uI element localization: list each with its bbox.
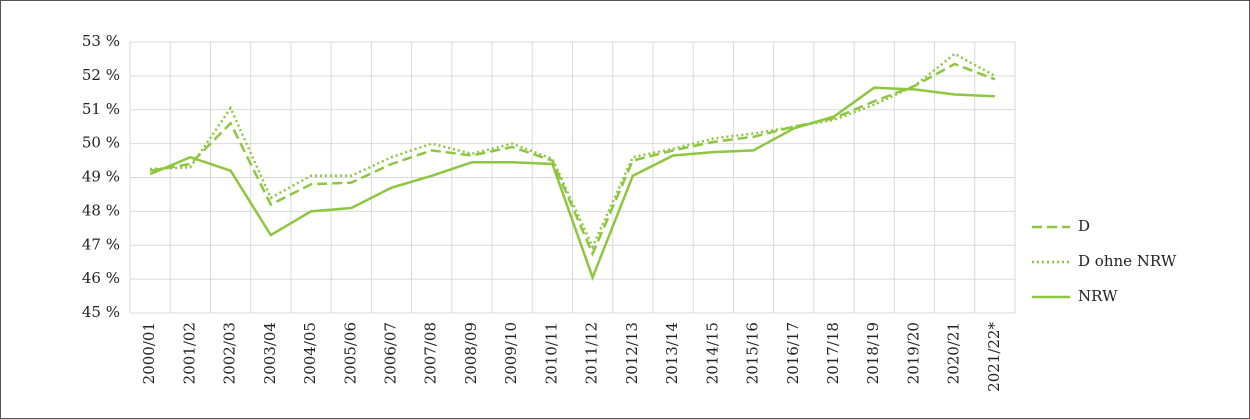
x-tick-label: 2013/14	[663, 322, 681, 384]
y-tick-label: 45 %	[82, 303, 120, 321]
y-tick-label: 50 %	[82, 134, 120, 152]
x-tick-label: 2006/07	[381, 322, 399, 384]
x-tick-label: 2019/20	[904, 322, 922, 384]
y-tick-label: 48 %	[82, 201, 120, 219]
y-tick-label: 46 %	[82, 269, 120, 287]
legend-label: D ohne NRW	[1078, 252, 1177, 270]
series-line	[150, 52, 996, 250]
x-tick-label: 2011/12	[583, 322, 601, 384]
x-tick-label: 2010/11	[542, 322, 560, 384]
legend-label: NRW	[1078, 287, 1118, 305]
x-tick-label: 2004/05	[301, 322, 319, 384]
x-tick-label: 2016/17	[784, 322, 802, 384]
x-tick-label: 2015/16	[744, 322, 762, 384]
y-tick-label: 47 %	[82, 235, 120, 253]
series-line	[149, 62, 996, 257]
x-tick-label: 2009/10	[502, 322, 520, 384]
x-tick-label: 2014/15	[703, 322, 721, 384]
x-tick-label: 2005/06	[341, 322, 359, 384]
x-tick-label: 2021/22*	[985, 322, 1003, 392]
x-tick-label: 2017/18	[824, 322, 842, 384]
series-line	[149, 86, 995, 281]
x-tick-label: 2002/03	[221, 322, 239, 384]
y-tick-label: 51 %	[82, 100, 120, 118]
legend-label: D	[1078, 217, 1090, 235]
x-tick-label: 2001/02	[180, 322, 198, 384]
x-tick-label: 2018/19	[864, 322, 882, 384]
x-tick-label: 2007/08	[422, 322, 440, 384]
y-tick-label: 52 %	[82, 66, 120, 84]
x-tick-label: 2000/01	[140, 322, 158, 384]
x-tick-label: 2012/13	[623, 322, 641, 384]
y-tick-label: 53 %	[82, 32, 120, 50]
x-tick-label: 2020/21	[945, 322, 963, 384]
x-tick-label: 2003/04	[261, 322, 279, 384]
x-tick-label: 2008/09	[462, 322, 480, 384]
y-tick-label: 49 %	[82, 168, 120, 186]
